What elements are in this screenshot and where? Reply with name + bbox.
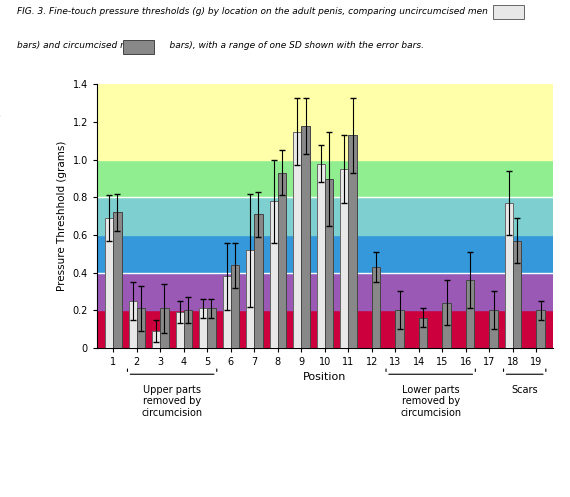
Bar — [504, 203, 513, 348]
Bar — [466, 280, 474, 348]
Bar — [340, 169, 348, 348]
Bar — [490, 310, 498, 348]
Bar — [176, 312, 184, 348]
Bar — [137, 308, 145, 348]
FancyBboxPatch shape — [123, 40, 154, 54]
Bar — [278, 173, 286, 348]
Bar — [105, 218, 113, 348]
Bar — [513, 241, 521, 348]
FancyBboxPatch shape — [493, 5, 524, 18]
Bar — [223, 276, 231, 348]
Bar — [302, 126, 310, 348]
Bar — [184, 310, 192, 348]
Bar — [97, 160, 553, 197]
Bar — [97, 197, 553, 235]
Bar — [293, 132, 302, 348]
Bar — [348, 135, 357, 348]
Bar — [246, 250, 254, 348]
Bar — [97, 235, 553, 273]
Bar — [536, 310, 545, 348]
Text: Scars: Scars — [511, 385, 538, 395]
Text: bars) and circumcised men (        bars), with a range of one SD shown with the : bars) and circumcised men ( bars), with … — [17, 41, 424, 50]
Bar — [270, 201, 278, 348]
Text: Upper parts
removed by
circumcision: Upper parts removed by circumcision — [141, 385, 203, 418]
Text: Lower parts
removed by
circumcision: Lower parts removed by circumcision — [400, 385, 461, 418]
Bar — [199, 308, 207, 348]
Bar — [113, 212, 121, 348]
Bar — [97, 310, 553, 348]
X-axis label: Position: Position — [303, 372, 347, 383]
Bar — [396, 310, 404, 348]
Bar — [129, 301, 137, 348]
Bar — [442, 303, 451, 348]
Text: FIG. 3. Fine-touch pressure thresholds (g) by location on the adult penis, compa: FIG. 3. Fine-touch pressure thresholds (… — [17, 7, 488, 16]
Bar — [207, 308, 215, 348]
Bar — [231, 265, 239, 348]
Bar — [325, 178, 333, 348]
Bar — [160, 308, 169, 348]
Bar — [97, 273, 553, 310]
Bar — [152, 331, 160, 348]
Bar — [317, 164, 325, 348]
Y-axis label: Pressure Threshhold (grams): Pressure Threshhold (grams) — [57, 141, 67, 291]
Bar — [254, 214, 263, 348]
Bar — [372, 267, 380, 348]
Bar — [419, 318, 427, 348]
Bar — [97, 75, 553, 160]
